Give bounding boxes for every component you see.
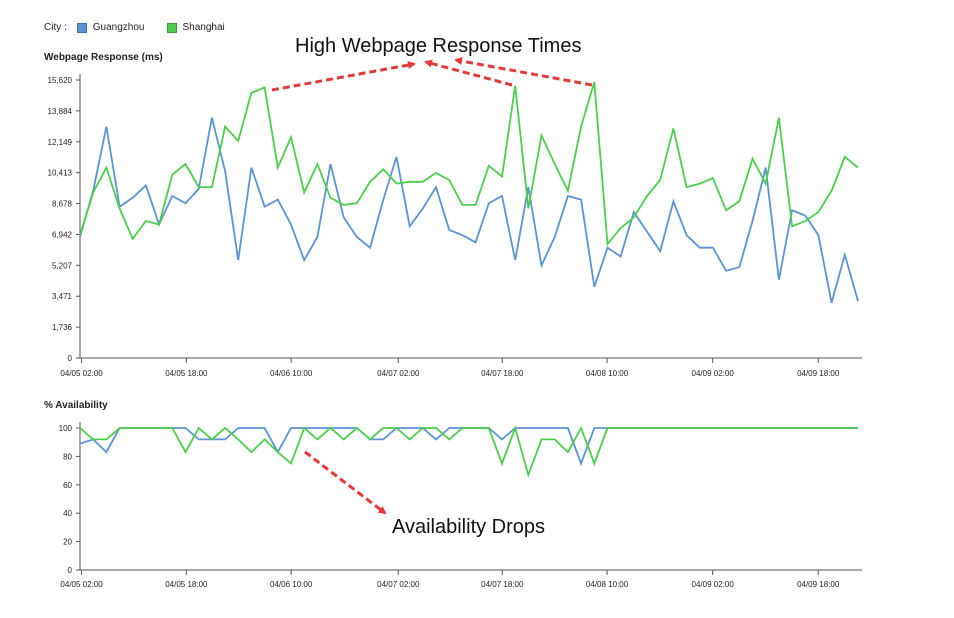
x-tick-label: 04/09 02:00 [692, 369, 735, 378]
series-line-shanghai[interactable] [79, 425, 858, 478]
x-tick-label: 04/08 10:00 [586, 580, 629, 589]
legend-text-shanghai: Shanghai [182, 22, 225, 33]
y-tick-label: 20 [63, 538, 72, 547]
x-tick-label: 04/09 18:00 [797, 369, 840, 378]
x-tick-label: 04/09 02:00 [692, 580, 735, 589]
annotation-arrow [454, 57, 593, 87]
x-tick-label: 04/06 10:00 [270, 580, 313, 589]
series-line-guangzhou[interactable] [79, 117, 859, 304]
y-tick-label: 5,207 [52, 261, 73, 270]
x-tick-label: 04/05 02:00 [60, 369, 103, 378]
annotation-arrow [271, 61, 416, 92]
x-tick-label: 04/08 10:00 [586, 369, 629, 378]
x-tick-label: 04/07 02:00 [377, 369, 420, 378]
y-tick-label: 100 [59, 424, 73, 433]
y-tick-label: 60 [63, 481, 72, 490]
legend-text-guangzhou: Guangzhou [92, 22, 145, 33]
annotation-layer: High Webpage Response Times Availability… [271, 35, 593, 538]
y-tick-label: 10,413 [48, 169, 73, 178]
legend-item-guangzhou[interactable]: Guangzhou [76, 22, 145, 33]
x-tick-label: 04/06 10:00 [270, 369, 313, 378]
series-line-shanghai[interactable] [79, 81, 859, 247]
y-tick-label: 13,884 [48, 107, 73, 116]
y-tick-label: 15,620 [48, 76, 73, 85]
annotation-availability-drops: Availability Drops [392, 516, 545, 538]
y-tick-label: 12,149 [48, 138, 73, 147]
y-tick-label: 3,471 [52, 292, 73, 301]
annotation-arrow [424, 59, 513, 87]
availability-chart: % Availability 0 20 40 60 80 100 04/05 02:00 04/… [44, 400, 862, 589]
legend-label: City : [44, 22, 67, 33]
x-tick-label: 04/09 18:00 [797, 580, 840, 589]
y-tick-label: 1,736 [52, 323, 73, 332]
y-tick-label: 0 [68, 566, 73, 575]
y-tick-label: 6,942 [52, 230, 73, 239]
response-chart: Webpage Response (ms) 0 1,736 3,471 5,207 6,9… [44, 52, 862, 378]
y-axis-label: % Availability [44, 400, 108, 411]
legend: City : Guangzhou Shanghai [44, 22, 247, 33]
x-tick-label: 04/05 02:00 [60, 580, 103, 589]
y-axis-label: Webpage Response (ms) [44, 52, 163, 63]
y-tick-label: 80 [63, 452, 72, 461]
legend-swatch-shanghai [166, 22, 177, 33]
y-tick-label: 40 [63, 509, 72, 518]
y-tick-label: 8,678 [52, 200, 73, 209]
legend-swatch-guangzhou [76, 22, 87, 33]
x-tick-label: 04/05 18:00 [165, 580, 208, 589]
x-tick-label: 04/07 02:00 [377, 580, 420, 589]
x-tick-label: 04/05 18:00 [165, 369, 208, 378]
annotation-arrow [304, 450, 387, 515]
y-tick-label: 0 [68, 354, 73, 363]
annotation-high-response: High Webpage Response Times [295, 35, 581, 57]
x-tick-label: 04/07 18:00 [481, 369, 524, 378]
legend-item-shanghai[interactable]: Shanghai [166, 22, 225, 33]
x-tick-label: 04/07 18:00 [481, 580, 524, 589]
